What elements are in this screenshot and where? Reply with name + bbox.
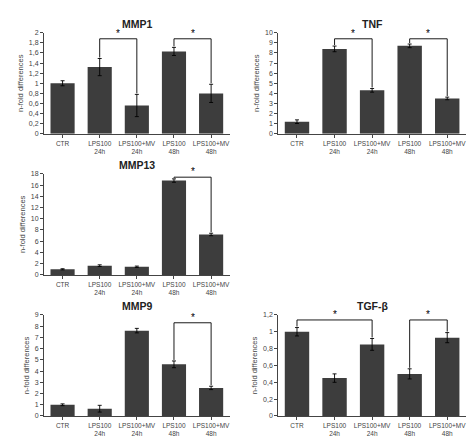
- svg-text:3: 3: [269, 100, 273, 107]
- svg-text:n-fold differences: n-fold differences: [18, 195, 27, 253]
- svg-text:*: *: [333, 309, 337, 320]
- svg-text:1: 1: [35, 401, 39, 408]
- svg-text:1: 1: [269, 120, 273, 127]
- svg-text:4: 4: [35, 249, 39, 256]
- svg-text:6: 6: [35, 238, 39, 245]
- svg-text:0: 0: [269, 130, 273, 137]
- svg-text:MMP9: MMP9: [122, 300, 152, 312]
- svg-text:*: *: [191, 28, 195, 39]
- svg-text:LPS10048h: LPS10048h: [162, 281, 186, 296]
- svg-text:0,2: 0,2: [263, 396, 273, 403]
- svg-text:LPS10024h: LPS10024h: [323, 140, 347, 155]
- svg-text:LPS100+MV24h: LPS100+MV24h: [354, 422, 391, 437]
- svg-text:LPS10024h: LPS10024h: [88, 281, 112, 296]
- svg-text:6: 6: [35, 345, 39, 352]
- svg-text:0,8: 0,8: [263, 345, 273, 352]
- svg-text:LPS100+MV24h: LPS100+MV24h: [118, 281, 155, 296]
- svg-text:LPS100+MV48h: LPS100+MV48h: [193, 281, 230, 296]
- svg-text:CTR: CTR: [290, 422, 304, 429]
- svg-text:9: 9: [269, 39, 273, 46]
- svg-text:2: 2: [35, 390, 39, 397]
- svg-text:CTR: CTR: [290, 140, 304, 147]
- svg-text:2: 2: [35, 29, 39, 36]
- svg-text:*: *: [191, 312, 195, 323]
- svg-text:0,4: 0,4: [263, 379, 273, 386]
- svg-text:4: 4: [269, 90, 273, 97]
- svg-text:5: 5: [35, 356, 39, 363]
- svg-text:0: 0: [35, 130, 39, 137]
- svg-text:TGF-β: TGF-β: [357, 300, 388, 312]
- svg-text:0,8: 0,8: [29, 90, 39, 97]
- svg-text:LPS10024h: LPS10024h: [88, 422, 112, 437]
- svg-text:LPS100+MV24h: LPS100+MV24h: [118, 422, 155, 437]
- svg-text:n-fold differences: n-fold differences: [252, 54, 261, 112]
- svg-text:MMP1: MMP1: [122, 18, 152, 30]
- svg-text:7: 7: [35, 334, 39, 341]
- svg-text:0: 0: [35, 412, 39, 419]
- svg-text:LPS100+MV48h: LPS100+MV48h: [429, 422, 466, 437]
- svg-text:*: *: [191, 166, 195, 177]
- svg-text:3: 3: [35, 379, 39, 386]
- svg-text:8: 8: [35, 226, 39, 233]
- svg-text:0: 0: [269, 412, 273, 419]
- svg-text:1,4: 1,4: [29, 60, 39, 67]
- svg-text:*: *: [426, 309, 430, 320]
- svg-text:0: 0: [35, 271, 39, 278]
- svg-text:LPS10024h: LPS10024h: [88, 140, 112, 155]
- svg-text:CTR: CTR: [56, 422, 70, 429]
- svg-text:TNF: TNF: [362, 18, 383, 30]
- svg-text:*: *: [116, 28, 120, 39]
- svg-text:LPS100+MV48h: LPS100+MV48h: [193, 140, 230, 155]
- svg-text:n-fold differences: n-fold differences: [250, 337, 259, 395]
- svg-text:0,6: 0,6: [263, 362, 273, 369]
- svg-text:LPS10048h: LPS10048h: [398, 140, 422, 155]
- svg-text:MMP13: MMP13: [119, 159, 155, 171]
- svg-text:LPS10024h: LPS10024h: [323, 422, 347, 437]
- svg-text:10: 10: [265, 29, 273, 36]
- svg-text:18: 18: [31, 170, 39, 177]
- svg-text:LPS10048h: LPS10048h: [162, 140, 186, 155]
- svg-text:0,4: 0,4: [29, 110, 39, 117]
- svg-text:0,6: 0,6: [29, 100, 39, 107]
- svg-text:8: 8: [35, 323, 39, 330]
- svg-text:LPS100+MV24h: LPS100+MV24h: [354, 140, 391, 155]
- svg-text:CTR: CTR: [56, 281, 70, 288]
- svg-text:1,8: 1,8: [29, 39, 39, 46]
- svg-text:1,6: 1,6: [29, 49, 39, 56]
- svg-text:LPS100+MV48h: LPS100+MV48h: [429, 140, 466, 155]
- svg-text:16: 16: [31, 181, 39, 188]
- svg-text:CTR: CTR: [56, 140, 70, 147]
- svg-text:2: 2: [35, 260, 39, 267]
- svg-text:14: 14: [31, 193, 39, 200]
- svg-text:LPS100+MV24h: LPS100+MV24h: [118, 140, 155, 155]
- svg-text:1: 1: [35, 80, 39, 87]
- svg-text:LPS10048h: LPS10048h: [398, 422, 422, 437]
- svg-text:n-fold differences: n-fold differences: [16, 54, 25, 112]
- svg-text:n-fold differences: n-fold differences: [22, 337, 31, 395]
- svg-text:5: 5: [269, 80, 273, 87]
- svg-text:7: 7: [269, 60, 273, 67]
- svg-text:2: 2: [269, 110, 273, 117]
- svg-text:4: 4: [35, 368, 39, 375]
- svg-text:1,2: 1,2: [263, 311, 273, 318]
- svg-text:6: 6: [269, 70, 273, 77]
- svg-text:8: 8: [269, 49, 273, 56]
- svg-text:LPS100+MV48h: LPS100+MV48h: [193, 422, 230, 437]
- svg-text:LPS10048h: LPS10048h: [162, 422, 186, 437]
- svg-text:0,2: 0,2: [29, 120, 39, 127]
- svg-text:*: *: [426, 28, 430, 39]
- svg-text:*: *: [351, 28, 355, 39]
- svg-text:9: 9: [35, 311, 39, 318]
- svg-text:12: 12: [31, 204, 39, 211]
- svg-text:1,2: 1,2: [29, 70, 39, 77]
- svg-text:10: 10: [31, 215, 39, 222]
- svg-text:1: 1: [269, 328, 273, 335]
